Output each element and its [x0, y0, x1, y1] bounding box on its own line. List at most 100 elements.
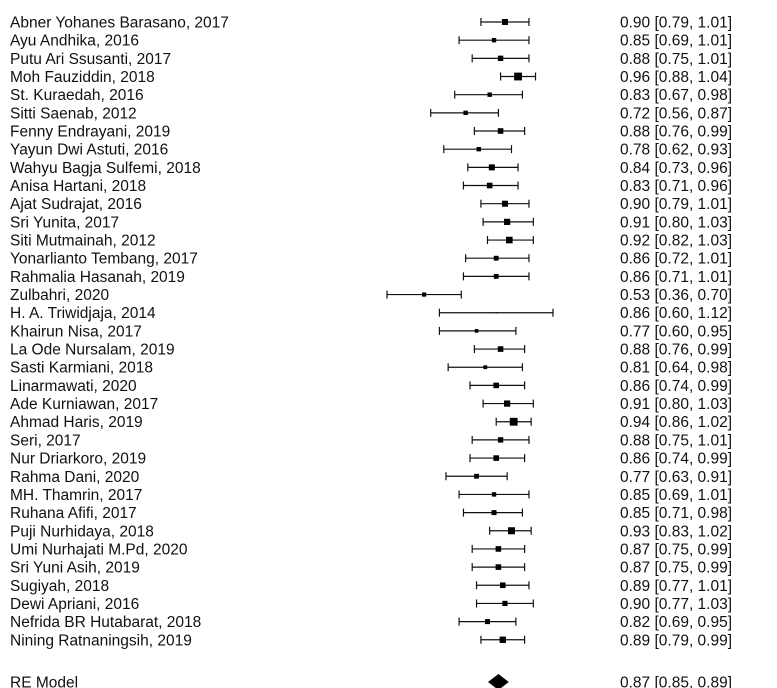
study-label: Sitti Saenab, 2012 — [10, 105, 137, 122]
point-estimate — [499, 636, 506, 643]
point-estimate — [476, 146, 481, 152]
point-estimate — [493, 455, 500, 461]
estimate-label: 0.90 [0.79, 1.01] — [620, 196, 732, 213]
estimate-label: 0.83 [0.67, 0.98] — [620, 87, 732, 104]
study-label: Moh Fauziddin, 2018 — [10, 69, 155, 86]
point-estimate — [483, 365, 488, 370]
study-label: Khairun Nisa, 2017 — [10, 323, 142, 340]
study-label: Fenny Endrayani, 2019 — [10, 124, 170, 141]
estimate-label: 0.89 [0.77, 1.01] — [620, 578, 732, 595]
study-label: Ayu Andhika, 2016 — [10, 33, 139, 50]
study-label: Rahmalia Hasanah, 2019 — [10, 269, 185, 286]
point-estimate — [499, 582, 506, 589]
estimate-label: 0.78 [0.62, 0.93] — [620, 142, 732, 159]
study-label: Nefrida BR Hutabarat, 2018 — [10, 614, 201, 631]
study-label: Ade Kurniawan, 2017 — [10, 396, 158, 413]
study-label: Sri Yunita, 2017 — [10, 214, 119, 231]
estimate-label: 0.81 [0.64, 0.98] — [620, 360, 732, 377]
point-estimate — [509, 417, 518, 426]
estimate-label: 0.82 [0.69, 0.95] — [620, 614, 732, 631]
study-label: Abner Yohanes Barasano, 2017 — [10, 15, 229, 32]
study-label: Seri, 2017 — [10, 432, 81, 449]
study-label: Sri Yuni Asih, 2019 — [10, 560, 140, 577]
estimate-label: 0.86 [0.74, 0.99] — [620, 378, 732, 395]
estimate-label: 0.93 [0.83, 1.02] — [620, 523, 732, 540]
point-estimate — [491, 510, 497, 516]
study-label: Wahyu Bagja Sulfemi, 2018 — [10, 160, 201, 177]
study-label: Sugiyah, 2018 — [10, 578, 109, 595]
point-estimate — [422, 292, 427, 297]
point-estimate — [497, 437, 504, 443]
estimate-label: 0.86 [0.74, 0.99] — [620, 451, 732, 468]
estimate-label: 0.87 [0.75, 0.99] — [620, 560, 732, 577]
estimate-labels: 0.90 [0.79, 1.01]0.85 [0.69, 1.01]0.88 [… — [620, 15, 732, 650]
point-estimate — [474, 329, 479, 333]
point-estimate — [495, 312, 497, 314]
study-label: H. A. Triwidjaja, 2014 — [10, 305, 156, 322]
point-estimate — [493, 382, 500, 389]
estimate-label: 0.88 [0.75, 1.01] — [620, 51, 732, 68]
study-label: Anisa Hartani, 2018 — [10, 178, 146, 195]
point-estimate — [463, 110, 468, 116]
estimate-label: 0.88 [0.76, 0.99] — [620, 342, 732, 359]
study-label: Ahmad Haris, 2019 — [10, 414, 143, 431]
estimate-label: 0.87 [0.75, 0.99] — [620, 541, 732, 558]
estimate-label: 0.53 [0.36, 0.70] — [620, 287, 732, 304]
point-estimate — [495, 546, 502, 552]
estimate-label: 0.85 [0.69, 1.01] — [620, 487, 732, 504]
point-estimate — [502, 600, 508, 607]
point-estimate — [486, 182, 493, 189]
point-estimate — [488, 164, 495, 171]
estimate-label: 0.90 [0.79, 1.01] — [620, 15, 732, 32]
estimate-label: 0.86 [0.71, 1.01] — [620, 269, 732, 286]
estimate-label: 0.91 [0.80, 1.03] — [620, 214, 732, 231]
point-estimate — [491, 37, 497, 43]
study-label: Siti Mutmainah, 2012 — [10, 233, 156, 250]
study-label: Umi Nurhajati M.Pd, 2020 — [10, 541, 188, 558]
study-label: Nining Ratnaningsih, 2019 — [10, 632, 192, 649]
study-label: La Ode Nursalam, 2019 — [10, 342, 175, 359]
estimate-label: 0.85 [0.71, 0.98] — [620, 505, 732, 522]
estimate-label: 0.96 [0.88, 1.04] — [620, 69, 732, 86]
study-label: Yonarlianto Tembang, 2017 — [10, 251, 198, 268]
study-marks — [386, 18, 554, 644]
point-estimate — [493, 273, 499, 279]
estimate-label: 0.94 [0.86, 1.02] — [620, 414, 732, 431]
point-estimate — [484, 619, 490, 625]
summary-label: RE Model — [10, 675, 78, 688]
study-label: Linarmawati, 2020 — [10, 378, 137, 395]
summary-estimate-label: 0.87 [0.85, 0.89] — [620, 675, 732, 688]
estimate-label: 0.85 [0.69, 1.01] — [620, 33, 732, 50]
point-estimate — [501, 200, 508, 207]
study-label: Sasti Karmiani, 2018 — [10, 360, 153, 377]
point-estimate — [497, 128, 504, 134]
summary-diamond — [488, 674, 509, 688]
study-label: Dewi Apriani, 2016 — [10, 596, 139, 613]
estimate-label: 0.83 [0.71, 0.96] — [620, 178, 732, 195]
estimate-label: 0.77 [0.60, 0.95] — [620, 323, 732, 340]
estimate-label: 0.92 [0.82, 1.03] — [620, 233, 732, 250]
estimate-label: 0.86 [0.60, 1.12] — [620, 305, 732, 322]
study-label: Puji Nurhidaya, 2018 — [10, 523, 154, 540]
point-estimate — [491, 492, 497, 497]
study-label: Putu Ari Ssusanti, 2017 — [10, 51, 171, 68]
point-estimate — [497, 346, 504, 352]
study-label: Yayun Dwi Astuti, 2016 — [10, 142, 168, 159]
estimate-label: 0.90 [0.77, 1.03] — [620, 596, 732, 613]
study-label: Zulbahri, 2020 — [10, 287, 109, 304]
point-estimate — [514, 72, 522, 81]
point-estimate — [504, 218, 511, 225]
study-label: MH. Thamrin, 2017 — [10, 487, 142, 504]
estimate-label: 0.88 [0.75, 1.01] — [620, 432, 732, 449]
point-estimate — [495, 564, 502, 570]
estimate-label: 0.72 [0.56, 0.87] — [620, 105, 732, 122]
study-label: Rahma Dani, 2020 — [10, 469, 140, 486]
estimate-label: 0.86 [0.72, 1.01] — [620, 251, 732, 268]
point-estimate — [506, 236, 513, 244]
estimate-label: 0.88 [0.76, 0.99] — [620, 124, 732, 141]
point-estimate — [497, 55, 504, 62]
study-label: Nur Driarkoro, 2019 — [10, 451, 146, 468]
study-label: Ruhana Afifi, 2017 — [10, 505, 137, 522]
